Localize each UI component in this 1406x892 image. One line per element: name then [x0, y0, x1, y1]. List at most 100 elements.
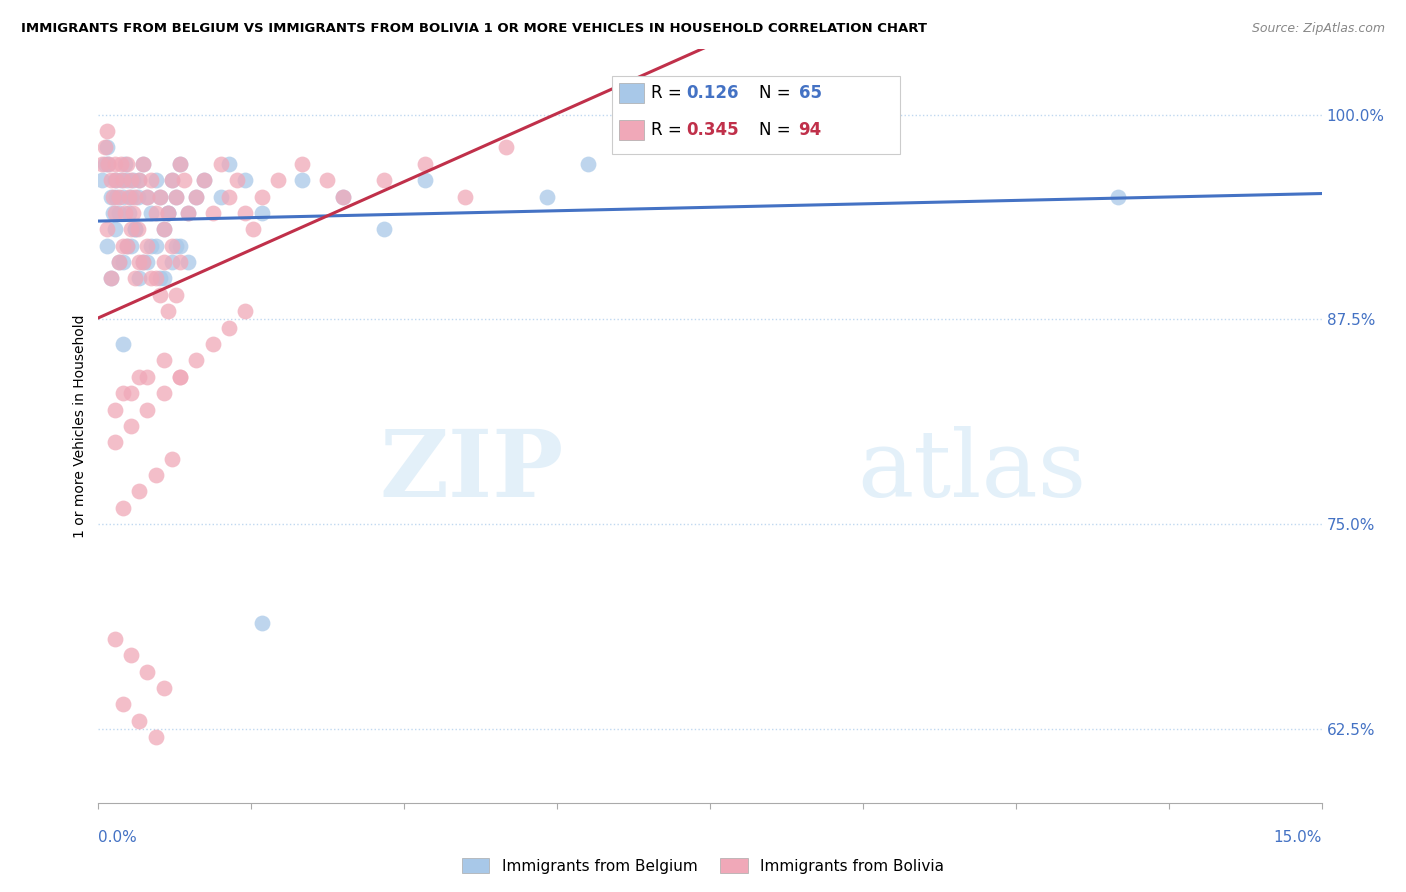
- Point: [128, 271, 150, 285]
- Point: [118, 206, 141, 220]
- Point: [141, 238, 163, 252]
- Point: [332, 189, 354, 203]
- Point: [120, 173, 142, 187]
- Point: [97, 157, 120, 171]
- Point: [233, 173, 256, 187]
- Point: [120, 189, 142, 203]
- Point: [100, 173, 122, 187]
- Point: [218, 320, 240, 334]
- Point: [209, 189, 232, 203]
- Text: N =: N =: [759, 84, 796, 102]
- Point: [165, 288, 187, 302]
- Text: N =: N =: [759, 121, 796, 139]
- Point: [495, 140, 517, 154]
- Point: [152, 222, 174, 236]
- Point: [136, 402, 159, 417]
- Point: [110, 157, 132, 171]
- Point: [132, 157, 155, 171]
- Point: [136, 665, 159, 679]
- Point: [454, 189, 477, 203]
- Point: [128, 369, 150, 384]
- Point: [373, 222, 395, 236]
- Point: [132, 255, 155, 269]
- Point: [152, 386, 174, 401]
- Point: [111, 173, 134, 187]
- Point: [94, 140, 117, 154]
- Point: [100, 271, 122, 285]
- Point: [115, 238, 138, 252]
- Point: [149, 189, 172, 203]
- Point: [115, 173, 138, 187]
- Point: [91, 173, 114, 187]
- Point: [100, 271, 122, 285]
- Text: R =: R =: [651, 121, 688, 139]
- Point: [169, 369, 191, 384]
- Point: [115, 157, 138, 171]
- Point: [104, 402, 127, 417]
- Point: [250, 189, 273, 203]
- Point: [169, 157, 191, 171]
- Point: [1107, 189, 1129, 203]
- Point: [111, 255, 134, 269]
- Point: [111, 386, 134, 401]
- Point: [156, 206, 179, 220]
- Point: [160, 173, 183, 187]
- Text: atlas: atlas: [856, 426, 1085, 516]
- Point: [413, 157, 436, 171]
- Point: [101, 189, 124, 203]
- Point: [104, 435, 127, 450]
- Point: [332, 189, 354, 203]
- Point: [156, 206, 179, 220]
- Point: [193, 173, 215, 187]
- Text: IMMIGRANTS FROM BELGIUM VS IMMIGRANTS FROM BOLIVIA 1 OR MORE VEHICLES IN HOUSEHO: IMMIGRANTS FROM BELGIUM VS IMMIGRANTS FR…: [21, 22, 927, 36]
- Point: [242, 222, 264, 236]
- Point: [177, 255, 200, 269]
- Point: [160, 238, 183, 252]
- Point: [152, 353, 174, 368]
- Point: [128, 714, 150, 728]
- Point: [152, 222, 174, 236]
- Point: [152, 271, 174, 285]
- Point: [145, 206, 167, 220]
- Point: [193, 173, 215, 187]
- Point: [141, 206, 163, 220]
- Point: [104, 632, 127, 646]
- Point: [165, 189, 187, 203]
- Text: 0.345: 0.345: [686, 121, 738, 139]
- Point: [145, 271, 167, 285]
- Text: 0.0%: 0.0%: [98, 830, 138, 845]
- Point: [111, 337, 134, 351]
- Text: 15.0%: 15.0%: [1274, 830, 1322, 845]
- Point: [105, 189, 128, 203]
- Point: [152, 681, 174, 695]
- Point: [120, 418, 142, 433]
- Point: [250, 206, 273, 220]
- Point: [96, 140, 118, 154]
- Point: [120, 648, 142, 663]
- Point: [145, 468, 167, 483]
- Point: [152, 255, 174, 269]
- Point: [128, 484, 150, 499]
- Point: [118, 189, 141, 203]
- Point: [145, 238, 167, 252]
- Point: [111, 189, 134, 203]
- Text: 94: 94: [799, 121, 823, 139]
- Point: [373, 173, 395, 187]
- Point: [576, 157, 599, 171]
- Point: [108, 206, 131, 220]
- Point: [209, 157, 232, 171]
- Point: [186, 189, 208, 203]
- Point: [141, 271, 163, 285]
- Point: [124, 222, 146, 236]
- Point: [186, 189, 208, 203]
- Point: [96, 222, 118, 236]
- Point: [108, 189, 131, 203]
- Text: 65: 65: [799, 84, 821, 102]
- Point: [160, 451, 183, 466]
- Point: [141, 173, 163, 187]
- Point: [136, 369, 159, 384]
- Point: [124, 271, 146, 285]
- Point: [226, 173, 249, 187]
- Point: [120, 222, 142, 236]
- Point: [169, 255, 191, 269]
